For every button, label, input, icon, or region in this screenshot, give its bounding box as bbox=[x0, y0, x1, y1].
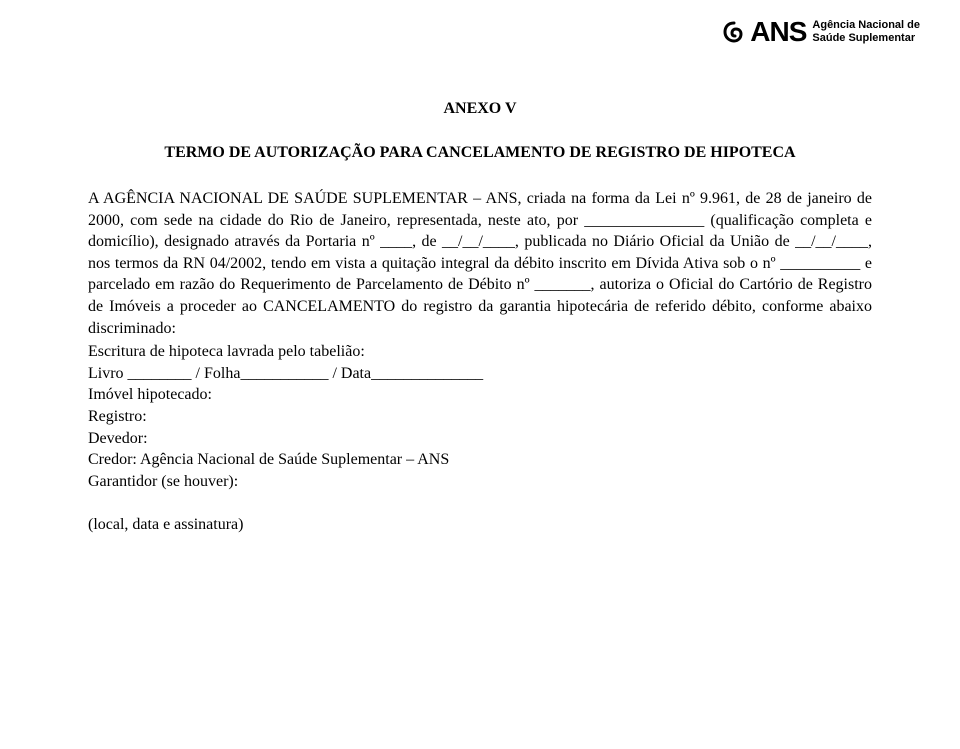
ans-logo-text: Agência Nacional de Saúde Suplementar bbox=[812, 19, 920, 44]
signature-line: (local, data e assinatura) bbox=[88, 516, 872, 534]
line-escritura: Escritura de hipoteca lavrada pelo tabel… bbox=[88, 341, 872, 363]
line-devedor: Devedor: bbox=[88, 428, 872, 450]
ans-spiral-icon bbox=[722, 20, 746, 44]
annex-label: ANEXO V bbox=[88, 100, 872, 118]
ans-logo-acronym: ANS bbox=[750, 18, 806, 46]
ans-logo-mark: ANS bbox=[722, 18, 806, 46]
line-credor: Credor: Agência Nacional de Saúde Suplem… bbox=[88, 449, 872, 471]
document-body: A AGÊNCIA NACIONAL DE SAÚDE SUPLEMENTAR … bbox=[88, 188, 872, 339]
line-imovel: Imóvel hipotecado: bbox=[88, 384, 872, 406]
line-registro: Registro: bbox=[88, 406, 872, 428]
ans-logo-text-line1: Agência Nacional de bbox=[812, 19, 920, 32]
ans-logo-text-line2: Saúde Suplementar bbox=[812, 32, 920, 45]
line-garantidor: Garantidor (se houver): bbox=[88, 471, 872, 493]
document-content: ANEXO V TERMO DE AUTORIZAÇÃO PARA CANCEL… bbox=[0, 0, 960, 534]
document-title: TERMO DE AUTORIZAÇÃO PARA CANCELAMENTO D… bbox=[88, 144, 872, 162]
ans-logo: ANS Agência Nacional de Saúde Suplementa… bbox=[722, 18, 920, 46]
line-livro: Livro ________ / Folha___________ / Data… bbox=[88, 363, 872, 385]
